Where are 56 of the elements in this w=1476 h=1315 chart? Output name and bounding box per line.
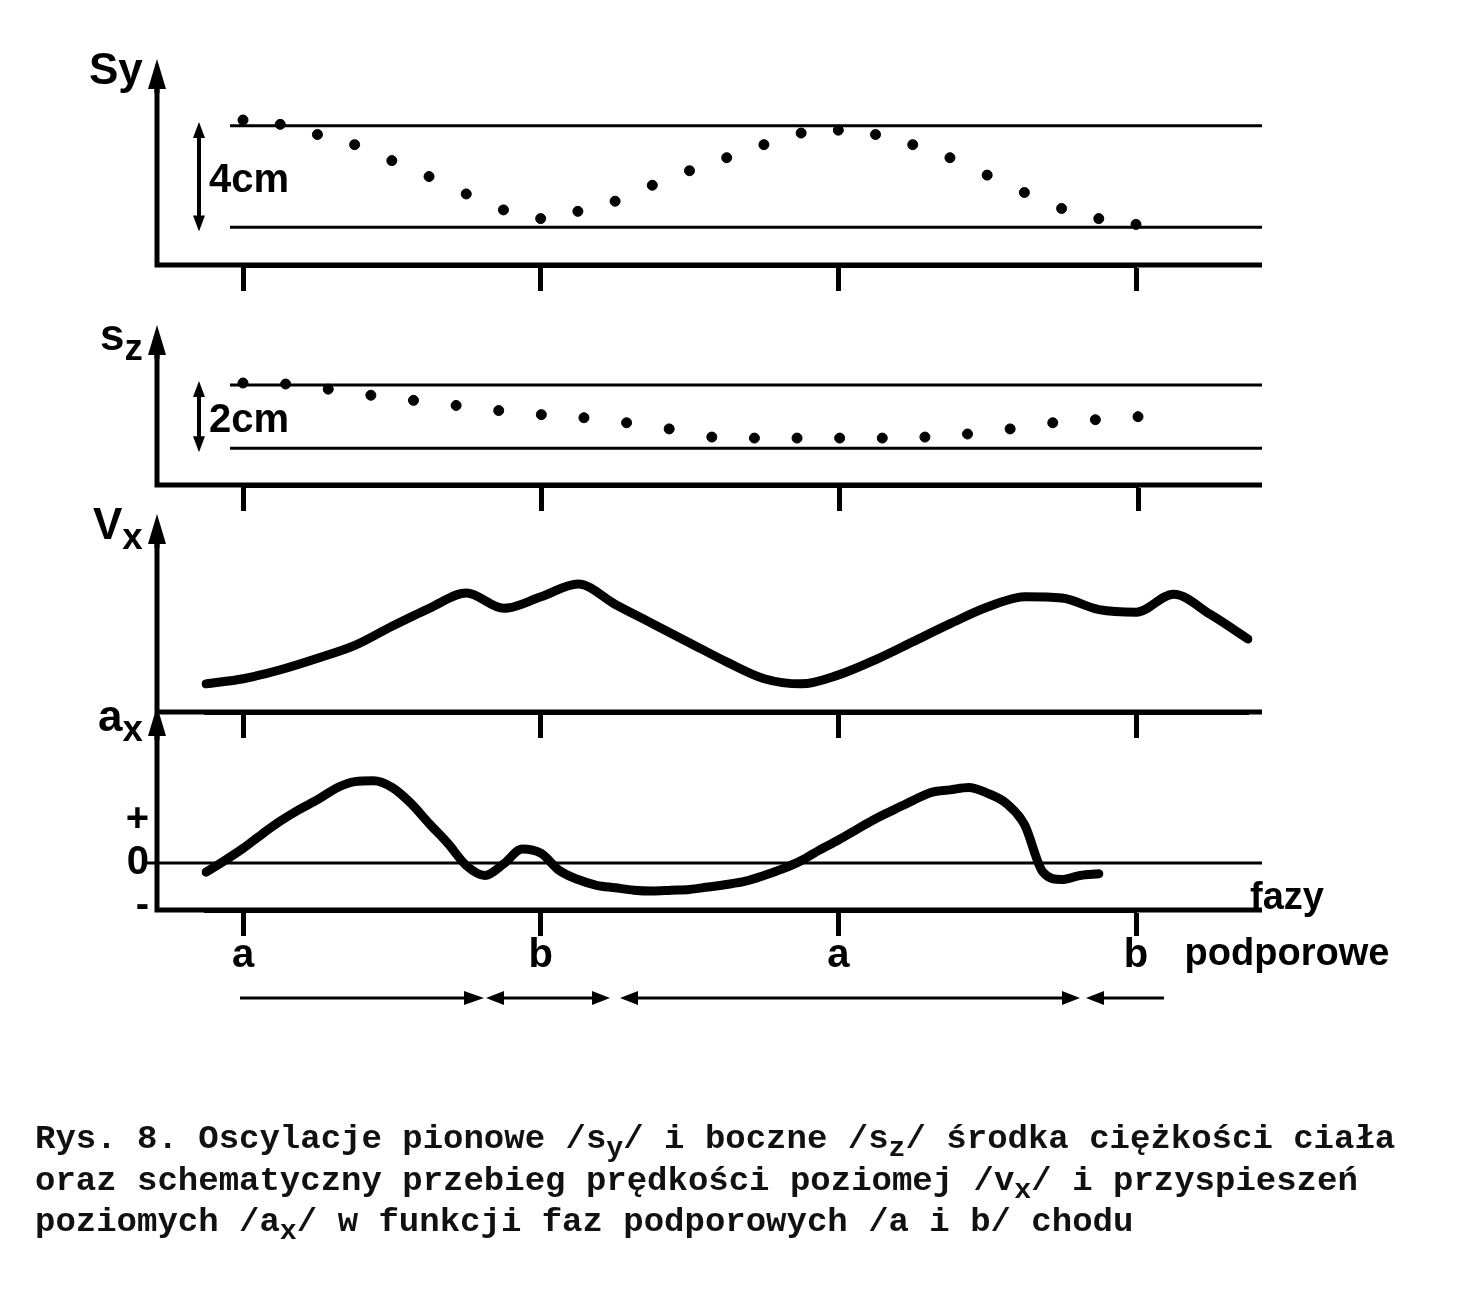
x-tick-label: a [827, 931, 851, 976]
point [450, 399, 462, 411]
point [311, 129, 323, 140]
point [535, 409, 547, 421]
point [1056, 202, 1068, 214]
point [407, 394, 419, 406]
y-axis-title: s$_{z}$ [100, 310, 143, 368]
x-axis-title: fazy podporowe [1183, 874, 1391, 975]
point [748, 432, 760, 444]
point [981, 169, 993, 181]
point [493, 405, 505, 417]
point [535, 213, 547, 225]
point [791, 432, 803, 444]
point [646, 179, 658, 191]
point [684, 165, 695, 177]
point [1047, 417, 1059, 429]
point [706, 431, 718, 443]
x-tick-label: b [528, 931, 554, 976]
point [1004, 423, 1016, 435]
point [962, 428, 974, 440]
point [1018, 187, 1030, 198]
text: - [135, 881, 149, 926]
point [944, 152, 956, 164]
point [758, 139, 770, 151]
point [460, 188, 472, 200]
point [423, 171, 435, 183]
point [572, 205, 584, 217]
x-tick-label: b [1123, 931, 1149, 976]
annotation: 2cm [209, 395, 290, 440]
point [1132, 411, 1144, 423]
point [663, 423, 675, 435]
annotation: 4cm [209, 155, 290, 200]
point [1089, 414, 1101, 426]
y-axis-title: Sy [89, 44, 143, 93]
point [876, 432, 888, 444]
text: + [125, 795, 149, 840]
text: Rys. 8. Oscylacje pionowe /s$_{y}$/ i boczne /s$_{z}$/ środka ciężkości ciała oraz schematyczny przebieg prędkości poziomej /v$_{x}$/ i przyspieszeń poziomych /a$_{x}$/ w funkcji faz podporowych /a i b/ chodu [35, 1120, 1396, 1248]
point [349, 139, 361, 151]
point [609, 195, 621, 207]
point [907, 139, 919, 151]
point [919, 431, 931, 443]
point [365, 389, 377, 401]
x-tick-label: a [232, 931, 256, 976]
point [621, 417, 633, 429]
text: 0 [126, 838, 149, 883]
point [721, 152, 733, 164]
point [1093, 213, 1105, 225]
point [578, 412, 590, 424]
y-axis-title: a$_{x}$ [98, 691, 143, 749]
point [386, 155, 398, 167]
point [237, 114, 249, 126]
point [795, 127, 807, 139]
point [870, 129, 882, 140]
point [834, 432, 846, 444]
point [497, 204, 509, 216]
y-axis-title: V$_{x}$ [93, 499, 143, 557]
